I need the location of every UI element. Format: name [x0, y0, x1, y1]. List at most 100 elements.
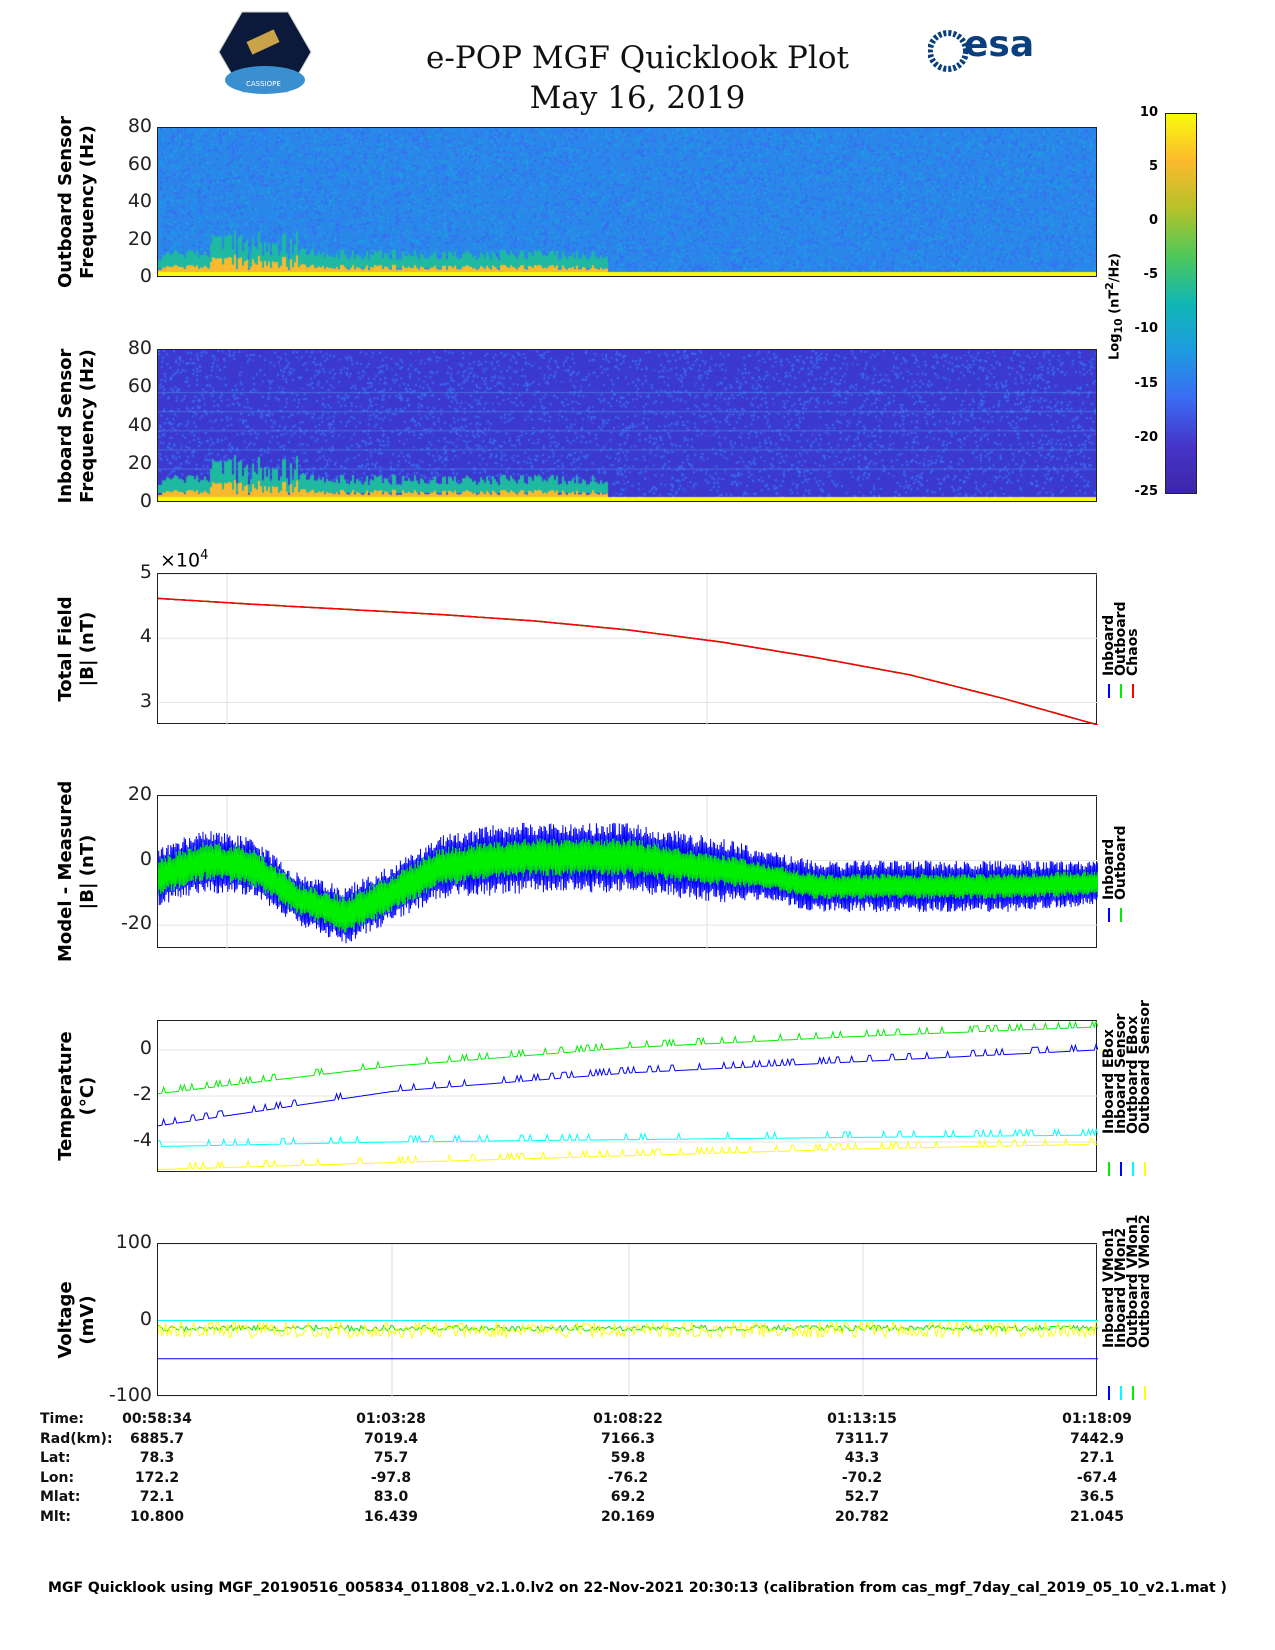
y-tick-label: 60	[127, 152, 152, 175]
table-cell: 20.782	[834, 1508, 890, 1525]
y-tick-label: 20	[127, 451, 152, 474]
table-cell: 43.3	[844, 1450, 880, 1466]
y-axis-label-line1: Voltage	[55, 1280, 76, 1359]
series-line-outboard	[158, 838, 1098, 933]
table-cell: 7311.7	[834, 1430, 890, 1447]
y-tick-label: 0	[139, 265, 152, 287]
plot-area	[158, 1021, 1098, 1171]
y-axis-label-line1: Model - Measured	[55, 780, 76, 962]
table-cell: -97.8	[370, 1469, 412, 1486]
table-row-label: Time:	[40, 1411, 85, 1427]
table-cell: 7019.4	[363, 1430, 419, 1447]
table-cell: 01:18:09	[1062, 1411, 1132, 1427]
exponent-label: ×104	[160, 548, 209, 572]
y-tick-label: -100	[108, 1384, 152, 1406]
legend-color-marker	[1120, 908, 1122, 922]
legend-color-marker	[1108, 1386, 1110, 1400]
table-cell: -76.2	[607, 1469, 649, 1486]
colorbar-tick-label: -25	[1134, 483, 1159, 499]
legend-color-marker	[1144, 1386, 1146, 1400]
table-cell: 00:58:34	[122, 1411, 192, 1427]
table-cell: 52.7	[844, 1489, 880, 1505]
colorbar-tick-label: -20	[1134, 429, 1159, 445]
y-axis-label: Inboard Sensor Frequency (Hz)	[55, 336, 99, 516]
spectrogram	[158, 350, 1096, 501]
legend-color-marker	[1120, 684, 1122, 698]
y-axis-label: Model - Measured |B| (nT)	[55, 780, 99, 962]
y-tick-label: 20	[127, 227, 152, 250]
table-row-label: Lon:	[40, 1469, 75, 1486]
table-row-label: Mlt:	[40, 1508, 72, 1525]
esa-logo: esa	[928, 24, 1038, 72]
table-cell: -70.2	[841, 1469, 883, 1486]
y-axis-label-line1: Total Field	[55, 595, 76, 702]
y-axis-label-line2: |B| (nT)	[77, 611, 98, 686]
colorbar-tick-label: 5	[1148, 159, 1158, 175]
plot-panel-1	[157, 349, 1097, 502]
y-tick-label: 0	[139, 490, 152, 512]
y-tick-label: 40	[127, 413, 152, 436]
table-cell: 7442.9	[1069, 1430, 1125, 1447]
y-axis-label-line2: Frequency (Hz)	[77, 125, 98, 279]
table-cell: 59.8	[610, 1450, 646, 1466]
colorbar-tick-label: -5	[1143, 267, 1158, 283]
plot-date: May 16, 2019	[529, 80, 746, 116]
colorbar-label: Log10 (nT2/Hz)	[1103, 253, 1125, 360]
table-cell: 01:08:22	[593, 1411, 663, 1427]
legend-entry: Outboard Sensor	[1137, 1000, 1153, 1134]
table-cell: 72.1	[139, 1489, 175, 1505]
table-cell: 21.045	[1069, 1508, 1125, 1525]
colorbar-tick-label: 10	[1139, 105, 1158, 120]
table-cell: 10.800	[129, 1508, 185, 1525]
series-line-outboard	[158, 597, 1098, 725]
legend-color-marker	[1132, 684, 1134, 698]
cassiope-logo: CASSIOPE	[218, 10, 312, 94]
y-tick-label: -20	[120, 912, 152, 935]
table-cell: 75.7	[373, 1450, 409, 1466]
series-line-inboard	[158, 597, 1098, 725]
colorbar-tick-label: -15	[1134, 375, 1159, 391]
plot-panel-0	[157, 127, 1097, 277]
legend-entry: Outboard	[1113, 825, 1129, 900]
spectrogram	[158, 128, 1096, 276]
y-tick-label: 3	[139, 689, 152, 712]
table-cell: 16.439	[363, 1508, 419, 1525]
y-tick-label: 0	[139, 847, 152, 870]
legend-color-marker	[1108, 1162, 1110, 1176]
legend-color-marker	[1120, 1386, 1122, 1400]
y-tick-label: 20	[127, 783, 152, 805]
plot-panel-3	[157, 795, 1098, 949]
plot-panel-2	[157, 573, 1098, 725]
table-row-label: Mlat:	[40, 1489, 81, 1505]
table-cell: 78.3	[139, 1450, 175, 1466]
esa-logo-text: esa	[964, 24, 1035, 65]
table-cell: -67.4	[1076, 1469, 1118, 1486]
footer-note: MGF Quicklook using MGF_20190516_005834_…	[48, 1580, 1227, 1596]
plot-title: e-POP MGF Quicklook Plot	[426, 40, 849, 76]
colorbar-tick-label: 0	[1148, 213, 1158, 229]
series-line-chaos	[158, 597, 1098, 725]
colorbar	[1165, 113, 1197, 494]
table-cell: 20.169	[600, 1508, 656, 1525]
plot-panel-5	[157, 1243, 1098, 1397]
legend-color-marker	[1144, 1162, 1146, 1176]
y-axis-label: Voltage (mV)	[55, 1230, 99, 1410]
colorbar-tick-label: -10	[1134, 321, 1159, 337]
y-tick-label: 0	[139, 1307, 152, 1330]
table-cell: 01:13:15	[827, 1411, 897, 1427]
y-axis-label-line1: Temperature	[55, 1031, 76, 1161]
legend-color-marker	[1132, 1386, 1134, 1400]
y-axis-label-line2: Frequency (Hz)	[77, 348, 98, 503]
y-tick-label: 60	[127, 375, 152, 398]
series-line-outboard-ebox	[158, 1127, 1098, 1148]
y-tick-label: 4	[139, 625, 152, 648]
table-cell: 172.2	[134, 1469, 180, 1486]
plot-area	[158, 574, 1098, 725]
table-cell: 01:03:28	[356, 1411, 426, 1427]
table-cell: 69.2	[610, 1489, 646, 1505]
legend-color-marker	[1108, 684, 1110, 698]
cassiope-logo-text: CASSIOPE	[246, 80, 281, 88]
y-axis-label: Temperature (°C)	[55, 1006, 99, 1186]
legend-color-marker	[1120, 1162, 1122, 1176]
y-tick-label: 100	[115, 1231, 152, 1253]
